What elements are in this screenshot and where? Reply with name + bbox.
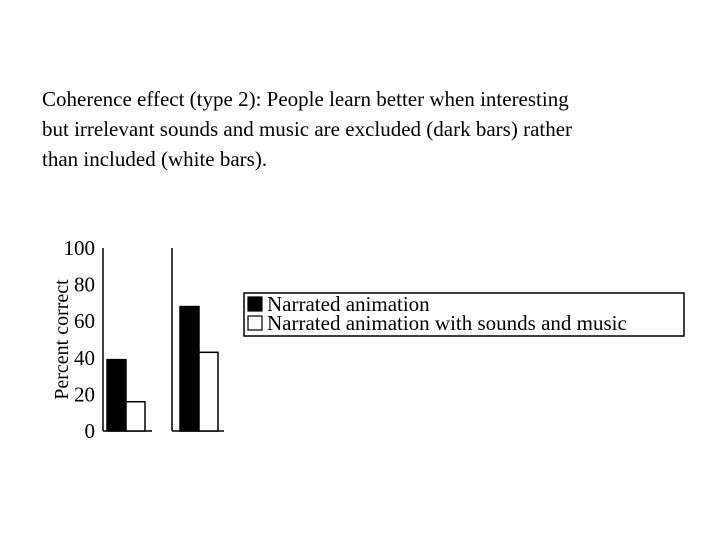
legend-swatch — [247, 296, 263, 312]
caption-line-3: than included (white bars). — [42, 147, 268, 171]
y-tick-label: 80 — [74, 273, 95, 297]
y-tick-label: 100 — [64, 236, 96, 260]
y-axis-label: Percent correct — [51, 279, 73, 400]
caption-line-2: but irrelevant sounds and music are excl… — [42, 117, 573, 141]
bar — [179, 305, 200, 432]
legend-box — [243, 292, 685, 337]
chart-caption: Coherence effect (type 2): People learn … — [42, 84, 682, 174]
legend-entry: Narrated animation — [267, 292, 430, 316]
bar — [125, 400, 146, 432]
y-tick-label: 0 — [85, 419, 96, 443]
y-tick-label: 60 — [74, 309, 95, 333]
legend-entry: Narrated animation with sounds and music — [267, 311, 627, 335]
bar — [198, 351, 219, 432]
y-tick-label: 40 — [74, 346, 95, 370]
caption-line-1: Coherence effect (type 2): People learn … — [42, 87, 569, 111]
y-tick-label: 20 — [74, 382, 95, 406]
legend-swatch — [247, 315, 263, 331]
bar — [106, 358, 127, 432]
